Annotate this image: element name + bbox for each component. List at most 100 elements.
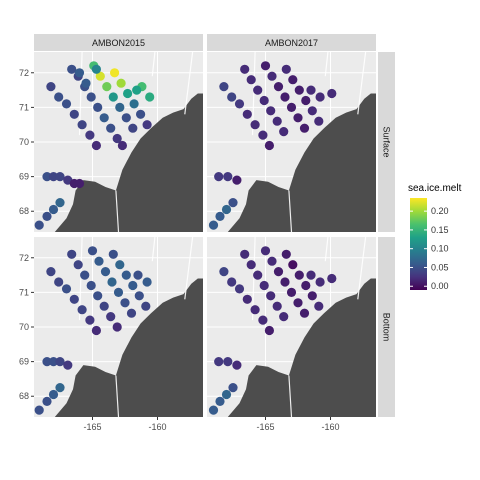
color-legend: sea.ice.melt 0.00 0.05 0.10 0.15 0.20: [408, 183, 462, 291]
data-point: [258, 130, 268, 140]
map-line: [115, 190, 120, 232]
data-point: [223, 357, 233, 367]
data-point: [264, 140, 274, 151]
data-point: [306, 270, 316, 280]
data-point: [327, 273, 337, 284]
data-point: [260, 246, 271, 256]
y-tick-label: 69: [19, 172, 29, 182]
data-point: [288, 75, 298, 85]
y-tick-label: 69: [19, 357, 29, 367]
data-point: [273, 82, 284, 92]
data-point: [246, 75, 256, 85]
data-point: [288, 260, 298, 270]
y-tick-label: 68: [19, 206, 29, 216]
data-point: [234, 99, 245, 109]
y-tick-label: 71: [19, 287, 29, 297]
map-line: [288, 375, 293, 417]
data-point: [46, 267, 56, 277]
data-point: [307, 291, 317, 301]
data-point: [74, 178, 85, 189]
legend-title: sea.ice.melt: [408, 183, 462, 194]
data-point: [145, 92, 155, 102]
data-point: [221, 204, 232, 215]
data-point: [306, 85, 316, 95]
map-line: [357, 237, 367, 300]
data-point: [258, 315, 268, 325]
data-point: [219, 267, 229, 277]
data-point: [77, 120, 87, 130]
panel-ambon2015-bottom: [34, 237, 203, 417]
data-point: [240, 64, 250, 74]
data-point: [112, 133, 122, 144]
data-point: [77, 305, 87, 315]
data-point: [327, 88, 337, 99]
data-point: [115, 102, 125, 112]
data-point: [67, 64, 77, 74]
data-point: [54, 277, 64, 287]
data-point: [246, 260, 256, 270]
y-tick-label: 70: [19, 137, 29, 147]
strip-top: [34, 34, 203, 51]
legend-tick-label: 0.05: [431, 262, 449, 272]
data-point: [301, 95, 311, 106]
data-point: [242, 109, 252, 119]
legend-tick-label: 0.00: [431, 281, 449, 291]
data-point: [294, 270, 304, 280]
data-point: [42, 396, 52, 406]
strip-label-ambon2017: AMBON2017: [265, 38, 318, 48]
data-point: [128, 280, 138, 291]
data-point: [48, 172, 59, 182]
data-point: [95, 71, 105, 81]
data-point: [63, 360, 73, 370]
map-line: [324, 52, 329, 77]
facet-panels: [34, 52, 376, 417]
panel-ambon2017-bottom: [207, 237, 376, 417]
legend-tick-label: 0.20: [431, 206, 449, 216]
data-point: [215, 211, 225, 221]
data-point: [93, 291, 103, 301]
data-point: [129, 99, 139, 109]
data-point: [214, 357, 224, 367]
land-mass: [227, 93, 376, 232]
data-point: [42, 172, 52, 182]
data-point: [142, 120, 152, 130]
data-point: [294, 85, 304, 95]
data-point: [259, 280, 269, 291]
data-point: [267, 256, 277, 266]
axes: 68 69 70 71 72 68 69 70 71 72 -165 -160 -165 -160: [19, 68, 340, 432]
map-line: [357, 52, 367, 115]
data-point: [208, 220, 219, 230]
data-point: [142, 277, 152, 287]
y-tick-label: 72: [19, 68, 29, 78]
data-point: [112, 322, 122, 332]
data-point: [314, 301, 324, 311]
data-point: [280, 277, 290, 287]
data-point: [46, 82, 56, 92]
data-point: [99, 301, 109, 311]
data-point: [69, 294, 79, 304]
data-point: [136, 109, 146, 119]
data-point: [227, 277, 237, 287]
strip-right: [378, 237, 395, 417]
y-tick-label: 70: [19, 322, 29, 332]
data-point: [91, 325, 101, 336]
strip-label-ambon2015: AMBON2015: [92, 38, 145, 48]
data-point: [223, 172, 233, 182]
map-line: [288, 190, 293, 232]
data-point: [281, 64, 291, 74]
data-point: [86, 280, 96, 291]
data-point: [279, 312, 289, 322]
data-point: [266, 291, 276, 301]
data-point: [227, 92, 237, 102]
data-point: [214, 172, 224, 182]
y-tick-label: 71: [19, 102, 29, 112]
data-point: [253, 270, 263, 280]
data-point: [219, 82, 229, 92]
data-point: [113, 287, 124, 297]
legend-colorbar: [410, 198, 427, 290]
data-point: [250, 120, 260, 130]
data-point: [123, 88, 133, 99]
data-point: [250, 305, 260, 315]
map-line: [184, 52, 194, 115]
